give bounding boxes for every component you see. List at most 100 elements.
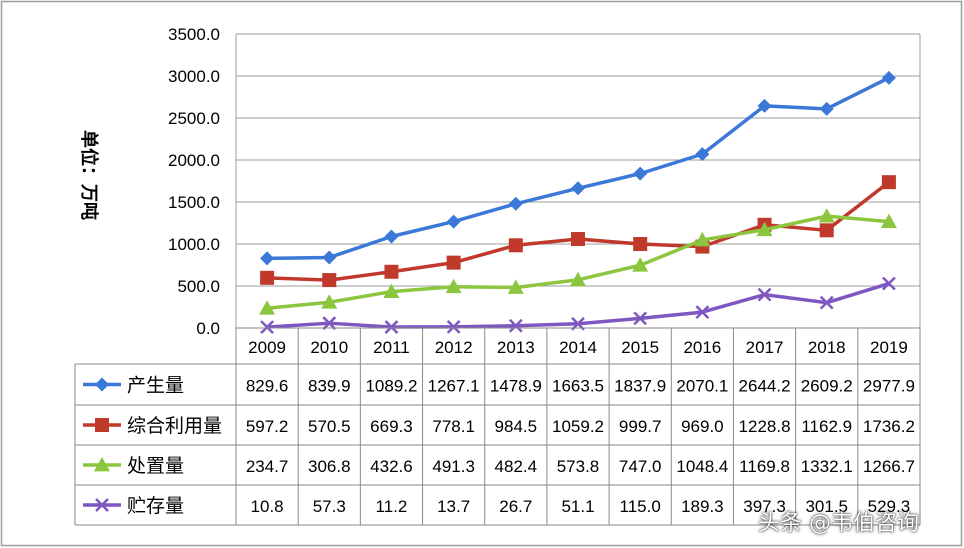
table-cell: 1059.2 [552, 417, 604, 436]
table-cell: 2609.2 [801, 377, 853, 396]
x-tick-label: 2018 [808, 338, 846, 357]
data-point [445, 278, 462, 294]
table-cell: 2644.2 [739, 377, 791, 396]
table-cell: 51.1 [561, 497, 594, 516]
data-point [508, 196, 523, 211]
diamond-marker [260, 251, 275, 266]
data-point [384, 229, 399, 244]
diamond-marker [571, 181, 585, 196]
x-tick-label: 2016 [683, 338, 721, 357]
diamond-marker [695, 147, 710, 162]
x-tick-label: 2015 [621, 338, 659, 357]
data-point [757, 287, 772, 302]
data-point [633, 311, 648, 326]
x-marker-stroke [95, 498, 109, 512]
table-cell: 1332.1 [801, 457, 853, 476]
series-3 [259, 208, 897, 315]
data-point [881, 70, 896, 85]
y-axis-label: 单位：万吨 [78, 130, 100, 220]
x-tick-label: 2014 [559, 338, 597, 357]
data-point [818, 208, 835, 223]
x-tick-label: 2019 [870, 338, 908, 357]
diamond-marker [881, 70, 896, 85]
diamond-marker [819, 101, 834, 116]
data-point [259, 300, 276, 315]
table-cell: 747.0 [619, 457, 662, 476]
x-tick-label: 2012 [435, 338, 473, 357]
data-point [260, 320, 274, 334]
data-point [322, 316, 337, 331]
data-point [446, 319, 461, 334]
y-tick-label: 3500.0 [168, 25, 220, 44]
table-cell: 13.7 [437, 497, 470, 516]
data-point [881, 175, 896, 190]
data-point [694, 231, 711, 247]
triangle-marker [321, 294, 338, 309]
table-cell: 839.9 [308, 377, 351, 396]
table-cell: 570.5 [308, 417, 351, 436]
table-cell: 1089.2 [365, 377, 417, 396]
triangle-marker [632, 257, 649, 272]
data-point [508, 238, 523, 253]
table-cell: 669.3 [370, 417, 413, 436]
table-cell: 11.2 [376, 497, 408, 516]
table-cell: 597.2 [246, 417, 289, 436]
x-marker-stroke [819, 295, 834, 310]
triangle-marker [507, 279, 524, 294]
legend-key [83, 457, 121, 472]
data-point [384, 320, 399, 334]
table-cell: 2977.9 [863, 377, 915, 396]
table-cell: 829.6 [246, 377, 289, 396]
x-marker-stroke [384, 320, 399, 334]
legend-key [83, 498, 121, 512]
table-cell: 189.3 [681, 497, 724, 516]
table-cell: 1736.2 [863, 417, 915, 436]
watermark-text: 头条 @韦伯咨询 [758, 511, 919, 536]
diamond-marker [384, 229, 399, 244]
table-cell: 1663.5 [552, 377, 604, 396]
legend-key [83, 418, 121, 432]
square-marker [508, 238, 523, 253]
data-point [260, 251, 275, 266]
legend-label: 产生量 [127, 375, 184, 397]
y-tick-label: 500.0 [177, 277, 220, 296]
x-marker-stroke [446, 319, 461, 334]
triangle-marker [259, 300, 276, 315]
table-cell: 491.3 [432, 457, 475, 476]
data-point [507, 279, 524, 294]
legend-label: 综合利用量 [127, 415, 222, 437]
diamond-marker [633, 166, 648, 181]
data-table: 2009 2010 2011 2012 2013 2014 2015 2016 2017 2018… [74, 327, 921, 526]
data-point [633, 237, 648, 252]
triangle-marker [880, 213, 897, 228]
x-marker-stroke [695, 305, 710, 319]
square-marker [446, 255, 461, 270]
data-point [446, 214, 461, 229]
data-point [819, 295, 834, 310]
data-point [819, 101, 834, 116]
table-cell: 10.8 [251, 497, 284, 516]
triangle-marker [445, 278, 462, 294]
legend-key [83, 377, 121, 392]
data-point [571, 232, 585, 247]
x-tick-label: 2013 [497, 338, 535, 357]
square-marker [633, 237, 648, 252]
data-point [508, 318, 523, 333]
data-point [756, 221, 773, 237]
table-cell: 2070.1 [676, 377, 728, 396]
table-cell: 482.4 [495, 457, 538, 476]
table-cell: 1048.4 [676, 457, 728, 476]
table-cell: 1162.9 [801, 417, 852, 436]
square-marker [819, 223, 834, 238]
x-marker-stroke [882, 276, 896, 291]
x-marker-stroke [633, 311, 648, 326]
table-cell: 306.8 [308, 457, 351, 476]
table-cell: 115.0 [620, 497, 661, 516]
y-tick-label: 2000.0 [168, 151, 220, 170]
y-tick-label: 2500.0 [168, 109, 220, 128]
table-cell: 1266.7 [863, 457, 915, 476]
triangle-marker [570, 271, 586, 287]
